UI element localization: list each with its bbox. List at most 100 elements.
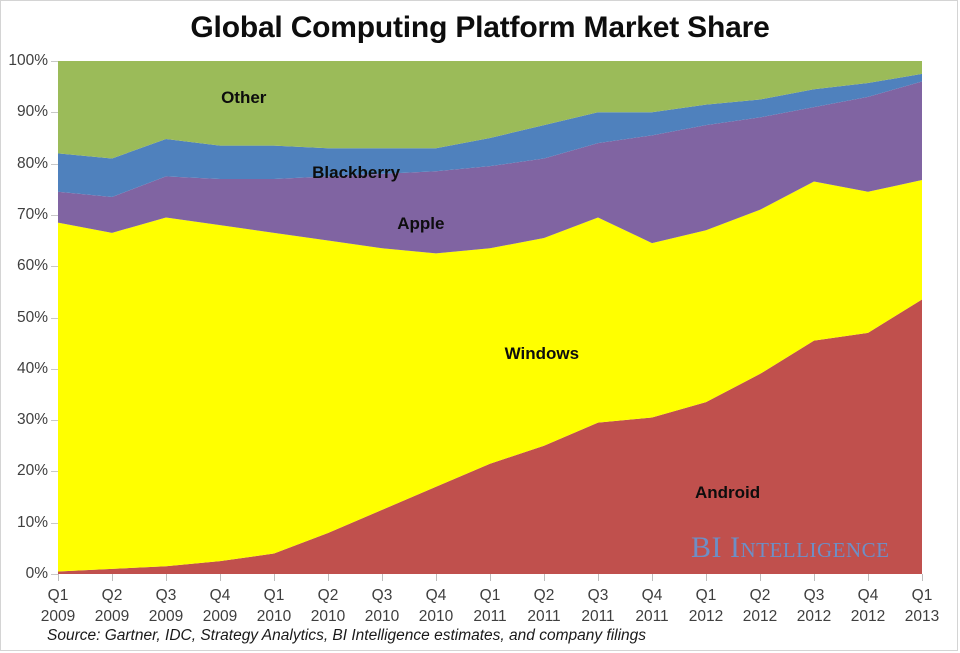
x-tick-quarter: Q4 — [857, 587, 879, 604]
y-tick-mark — [51, 112, 58, 113]
source-note: Source: Gartner, IDC, Strategy Analytics… — [47, 627, 647, 644]
x-tick-mark — [652, 574, 653, 581]
area-series-android — [58, 299, 922, 574]
y-tick-mark — [51, 369, 58, 370]
x-tick-year: 2009 — [40, 608, 76, 625]
x-tick-mark — [922, 574, 923, 581]
y-tick-mark — [51, 523, 58, 524]
x-tick-quarter: Q3 — [371, 587, 393, 604]
y-tick-mark — [51, 318, 58, 319]
x-tick-label: Q3 2009 — [149, 585, 183, 627]
x-tick-year: 2009 — [202, 608, 238, 625]
x-tick-label: Q1 2009 — [41, 585, 75, 627]
x-tick-quarter: Q3 — [803, 587, 825, 604]
x-tick-year: 2011 — [527, 608, 561, 625]
y-tick-mark — [51, 420, 58, 421]
x-tick-year: 2009 — [94, 608, 130, 625]
x-tick-label: Q4 2009 — [203, 585, 237, 627]
x-tick-mark — [544, 574, 545, 581]
x-tick-mark — [706, 574, 707, 581]
x-tick-label: Q2 2011 — [527, 585, 560, 627]
x-tick-year: 2009 — [148, 608, 184, 625]
y-tick-mark — [51, 215, 58, 216]
y-tick-label: 10% — [16, 513, 48, 531]
x-tick-quarter: Q1 — [695, 587, 717, 604]
x-tick-quarter: Q4 — [641, 587, 663, 604]
chart-title: Global Computing Platform Market Share — [190, 11, 770, 44]
x-tick-year: 2010 — [364, 608, 400, 625]
x-tick-mark — [220, 574, 221, 581]
y-tick-label: 20% — [16, 462, 48, 480]
x-tick-label: Q4 2011 — [635, 585, 668, 627]
plot-area: Other Blackberry Apple Windows Android — [58, 61, 922, 574]
x-tick-label: Q4 2010 — [419, 585, 453, 627]
x-tick-quarter: Q1 — [479, 587, 501, 604]
y-tick-mark — [51, 471, 58, 472]
x-tick-label: Q3 2011 — [581, 585, 614, 627]
area-series-other — [58, 61, 922, 159]
x-tick-mark — [760, 574, 761, 581]
x-tick-mark — [490, 574, 491, 581]
area-series-windows — [58, 180, 922, 572]
y-tick-label: 30% — [16, 411, 48, 429]
x-tick-year: 2010 — [256, 608, 292, 625]
x-tick-mark — [112, 574, 113, 581]
x-tick-mark — [58, 574, 59, 581]
y-tick-label: 100% — [8, 52, 48, 69]
x-tick-year: 2011 — [581, 608, 615, 625]
x-tick-year: 2012 — [688, 608, 724, 625]
x-tick-mark — [166, 574, 167, 581]
stacked-area-plot — [58, 61, 922, 574]
x-tick-quarter: Q1 — [47, 587, 69, 604]
x-tick-year: 2012 — [850, 608, 886, 625]
x-tick-quarter: Q1 — [911, 587, 933, 604]
y-tick-label: 90% — [16, 103, 48, 121]
x-tick-label: Q4 2012 — [851, 585, 885, 627]
x-tick-quarter: Q2 — [749, 587, 771, 604]
y-tick-label: 50% — [16, 308, 48, 326]
y-tick-mark — [51, 266, 58, 267]
y-tick-label: 60% — [16, 257, 48, 275]
x-tick-mark — [436, 574, 437, 581]
x-tick-quarter: Q3 — [587, 587, 609, 604]
x-tick-year: 2012 — [742, 608, 778, 625]
x-tick-mark — [598, 574, 599, 581]
x-tick-quarter: Q2 — [533, 587, 555, 604]
y-axis: 0% 10% 20% 30% 40% 50% 60% 70% 80% 90% 100% — [1, 1, 58, 634]
y-tick-label: 70% — [16, 205, 48, 223]
x-tick-mark — [868, 574, 869, 581]
x-tick-mark — [382, 574, 383, 581]
y-tick-label: 40% — [16, 359, 48, 377]
x-tick-mark — [274, 574, 275, 581]
y-tick-mark — [51, 61, 58, 62]
x-tick-year: 2012 — [796, 608, 832, 625]
x-tick-label: Q2 2009 — [95, 585, 129, 627]
x-tick-label: Q2 2010 — [311, 585, 345, 627]
x-tick-label: Q1 2011 — [473, 585, 506, 627]
x-tick-label: Q1 2012 — [689, 585, 723, 627]
x-tick-year: 2011 — [473, 608, 507, 625]
x-tick-mark — [814, 574, 815, 581]
area-series-apple — [58, 81, 922, 254]
x-tick-label: Q2 2012 — [743, 585, 777, 627]
x-tick-year: 2010 — [418, 608, 454, 625]
x-tick-quarter: Q2 — [317, 587, 339, 604]
x-tick-quarter: Q1 — [263, 587, 285, 604]
x-tick-label: Q1 2013 — [905, 585, 939, 627]
x-tick-mark — [328, 574, 329, 581]
x-tick-label: Q3 2010 — [365, 585, 399, 627]
y-tick-label: 0% — [25, 565, 48, 582]
y-tick-label: 80% — [16, 154, 48, 172]
x-axis: Q1 2009 Q2 2009 Q3 2009 Q4 2009 Q1 2010 Q2 2010 Q3 20… — [41, 574, 939, 634]
x-tick-year: 2010 — [310, 608, 346, 625]
y-tick-mark — [51, 574, 58, 575]
x-tick-quarter: Q4 — [425, 587, 447, 604]
x-tick-quarter: Q3 — [155, 587, 177, 604]
x-tick-quarter: Q2 — [101, 587, 123, 604]
x-tick-label: Q1 2010 — [257, 585, 291, 627]
y-tick-mark — [51, 164, 58, 165]
x-tick-label: Q3 2012 — [797, 585, 831, 627]
x-tick-quarter: Q4 — [209, 587, 231, 604]
x-tick-year: 2011 — [635, 608, 669, 625]
